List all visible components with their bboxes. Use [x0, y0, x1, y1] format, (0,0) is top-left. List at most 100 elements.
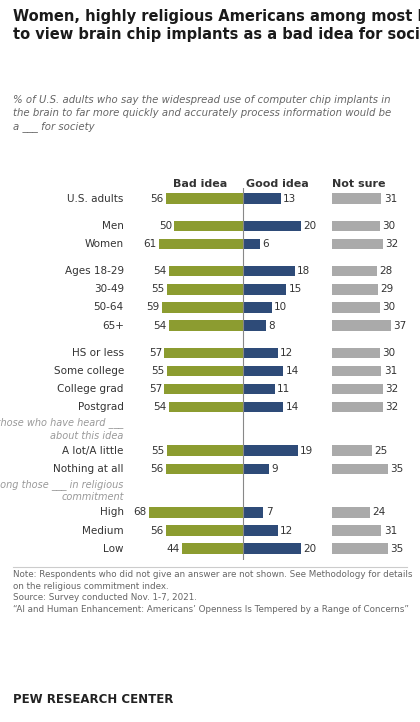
Bar [162, 303, 243, 313]
Text: 25: 25 [374, 445, 388, 456]
Bar [182, 544, 243, 554]
Bar [332, 445, 372, 456]
Bar [174, 220, 243, 231]
Text: 30: 30 [382, 348, 395, 358]
Bar [243, 266, 295, 277]
Bar [243, 193, 281, 204]
Bar [332, 365, 381, 376]
Text: 31: 31 [384, 366, 397, 376]
Bar [243, 284, 286, 295]
Bar [243, 384, 275, 394]
Bar [332, 239, 383, 249]
Text: Men: Men [102, 221, 124, 231]
Text: 35: 35 [390, 544, 403, 554]
Bar [243, 445, 298, 456]
Text: 6: 6 [263, 239, 269, 249]
Text: 32: 32 [385, 384, 399, 394]
Text: 14: 14 [286, 366, 299, 376]
Text: 8: 8 [268, 321, 275, 331]
Text: 20: 20 [303, 544, 316, 554]
Bar [149, 507, 243, 518]
Text: 30: 30 [382, 221, 395, 231]
Text: Among those who have heard ___
about this idea: Among those who have heard ___ about thi… [0, 417, 124, 440]
Text: Ages 18-29: Ages 18-29 [65, 266, 124, 276]
Text: 50: 50 [159, 221, 172, 231]
Text: 65+: 65+ [102, 321, 124, 331]
Text: Good idea: Good idea [246, 179, 309, 189]
Bar [165, 384, 243, 394]
Bar [167, 284, 243, 295]
Text: Nothing at all: Nothing at all [53, 464, 124, 474]
Text: 57: 57 [149, 384, 162, 394]
Text: 9: 9 [271, 464, 278, 474]
Text: 32: 32 [385, 239, 399, 249]
Text: Women, highly religious Americans among most likely
to view brain chip implants : Women, highly religious Americans among … [13, 9, 420, 42]
Text: 56: 56 [150, 526, 163, 536]
Text: 54: 54 [153, 321, 166, 331]
Bar [159, 239, 243, 249]
Text: 59: 59 [146, 303, 160, 313]
Bar [243, 402, 284, 412]
Text: 11: 11 [277, 384, 290, 394]
Bar [332, 464, 388, 474]
Bar [243, 464, 269, 474]
Text: 30: 30 [382, 303, 395, 313]
Text: Low: Low [103, 544, 124, 554]
Bar [243, 507, 263, 518]
Bar [332, 303, 380, 313]
Bar [332, 321, 391, 331]
Bar [332, 402, 383, 412]
Bar [167, 445, 243, 456]
Text: 31: 31 [384, 526, 397, 536]
Text: 10: 10 [274, 303, 287, 313]
Text: 55: 55 [152, 445, 165, 456]
Bar [168, 266, 243, 277]
Text: 44: 44 [167, 544, 180, 554]
Text: 12: 12 [280, 526, 293, 536]
Bar [332, 266, 377, 277]
Text: 55: 55 [152, 284, 165, 295]
Bar [166, 464, 243, 474]
Text: Among those ___ in religious
commitment: Among those ___ in religious commitment [0, 479, 124, 503]
Text: High: High [100, 508, 124, 518]
Bar [332, 526, 381, 536]
Text: 14: 14 [286, 402, 299, 412]
Text: 28: 28 [379, 266, 392, 276]
Text: 18: 18 [297, 266, 310, 276]
Text: 15: 15 [289, 284, 302, 295]
Text: Not sure: Not sure [332, 179, 385, 189]
Bar [332, 544, 388, 554]
Bar [243, 220, 301, 231]
Text: HS or less: HS or less [72, 348, 124, 358]
Text: 57: 57 [149, 348, 162, 358]
Bar [165, 347, 243, 358]
Bar [332, 284, 378, 295]
Bar [243, 321, 266, 331]
Bar [332, 347, 380, 358]
Text: 54: 54 [153, 402, 166, 412]
Text: Medium: Medium [82, 526, 124, 536]
Text: 19: 19 [300, 445, 313, 456]
Text: College grad: College grad [58, 384, 124, 394]
Text: Note: Respondents who did not give an answer are not shown. See Methodology for : Note: Respondents who did not give an an… [13, 570, 412, 614]
Text: 56: 56 [150, 193, 163, 204]
Text: Some college: Some college [53, 366, 124, 376]
Text: PEW RESEARCH CENTER: PEW RESEARCH CENTER [13, 693, 173, 706]
Text: 55: 55 [152, 366, 165, 376]
Text: Bad idea: Bad idea [173, 179, 228, 189]
Bar [332, 220, 380, 231]
Bar [168, 321, 243, 331]
Bar [243, 347, 278, 358]
Bar [243, 526, 278, 536]
Bar [243, 544, 301, 554]
Bar [166, 526, 243, 536]
Text: A lot/A little: A lot/A little [63, 445, 124, 456]
Bar [332, 507, 370, 518]
Text: 56: 56 [150, 464, 163, 474]
Bar [243, 239, 260, 249]
Text: 29: 29 [381, 284, 394, 295]
Text: 68: 68 [134, 508, 147, 518]
Text: 13: 13 [283, 193, 296, 204]
Text: 50-64: 50-64 [94, 303, 124, 313]
Text: 31: 31 [384, 193, 397, 204]
